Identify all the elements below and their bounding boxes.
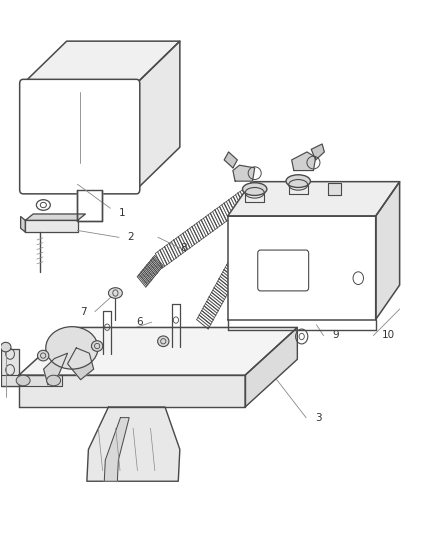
Text: 7: 7 [80,306,86,317]
Polygon shape [136,41,180,190]
Polygon shape [376,182,399,319]
Text: 9: 9 [332,330,339,341]
Ellipse shape [47,375,60,386]
Polygon shape [228,182,399,216]
Polygon shape [0,375,62,386]
Text: 11: 11 [369,280,382,290]
Ellipse shape [92,341,103,351]
Polygon shape [19,375,245,407]
Text: 1: 1 [119,208,126,218]
Ellipse shape [46,327,98,369]
Text: 8: 8 [180,243,187,253]
Polygon shape [67,348,94,379]
Polygon shape [245,327,297,407]
Ellipse shape [286,175,311,188]
Polygon shape [228,216,376,319]
Polygon shape [78,190,102,221]
Polygon shape [44,353,67,385]
Ellipse shape [243,183,267,196]
Polygon shape [25,220,78,232]
Ellipse shape [0,342,11,352]
Polygon shape [292,152,316,171]
Polygon shape [19,327,297,375]
Ellipse shape [38,350,49,361]
Polygon shape [1,349,19,386]
Polygon shape [224,152,237,168]
Ellipse shape [16,375,30,386]
Polygon shape [311,144,324,160]
FancyBboxPatch shape [20,79,140,194]
Polygon shape [87,407,180,481]
Polygon shape [21,216,25,232]
Text: 5: 5 [380,259,387,269]
Ellipse shape [109,288,122,298]
Text: 10: 10 [382,330,396,341]
Text: 3: 3 [315,413,321,423]
Polygon shape [233,165,254,181]
Polygon shape [25,214,85,220]
Text: 2: 2 [127,232,134,243]
Polygon shape [328,183,341,195]
Polygon shape [104,418,129,481]
Text: 6: 6 [136,317,143,327]
Ellipse shape [158,336,169,346]
Polygon shape [23,41,180,84]
